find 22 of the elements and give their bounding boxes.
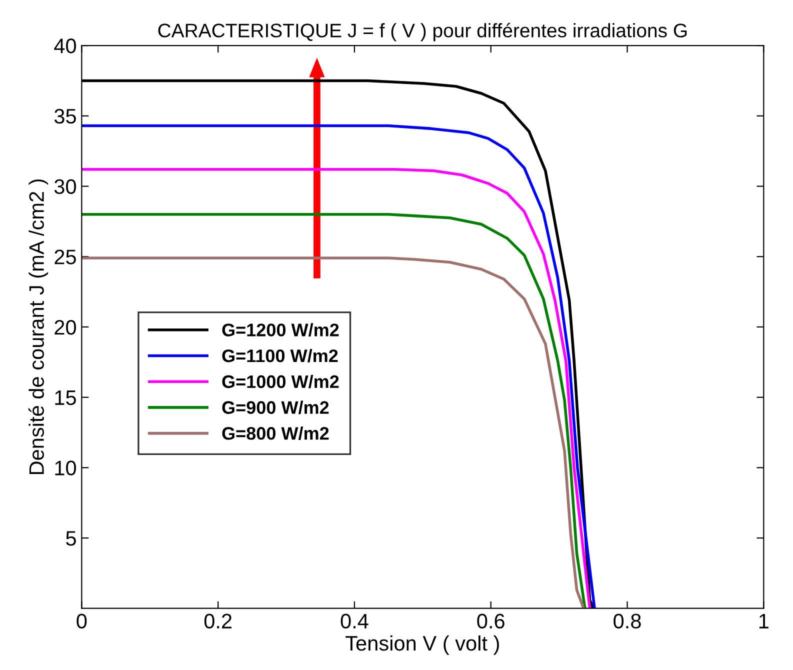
x-tick-label: 0 <box>76 614 87 629</box>
legend-label: G=1100 W/m2 <box>222 348 338 362</box>
legend-label: G=900 W/m2 <box>222 400 329 414</box>
legend-label: G=800 W/m2 <box>222 426 329 440</box>
y-tick-label: 35 <box>54 108 76 124</box>
legend-label: G=1000 W/m2 <box>222 374 339 388</box>
x-tick-label: 0.4 <box>340 614 368 629</box>
chart-title: CARACTERISTIQUE J = f ( V ) pour différentes irradiations G <box>158 22 687 42</box>
x-axis-title: Tension V ( volt ) <box>346 635 499 655</box>
y-tick-label: 5 <box>66 531 76 546</box>
y-tick-label: 30 <box>54 179 76 194</box>
y-tick-label: 15 <box>55 390 76 406</box>
legend-label: G=1200 W/m2 <box>222 323 339 337</box>
y-tick-label: 40 <box>54 38 76 54</box>
y-tick-label: 25 <box>54 250 76 264</box>
x-tick-label: 0.8 <box>614 614 641 629</box>
x-tick-label: 1 <box>759 614 768 628</box>
y-tick-label: 10 <box>55 460 76 476</box>
x-tick-label: 0.2 <box>204 614 232 629</box>
y-axis-title: Densité de courant J (mA /cm2 ) <box>28 179 48 474</box>
y-tick-label: 20 <box>54 320 76 335</box>
x-tick-label: 0.6 <box>477 614 504 629</box>
